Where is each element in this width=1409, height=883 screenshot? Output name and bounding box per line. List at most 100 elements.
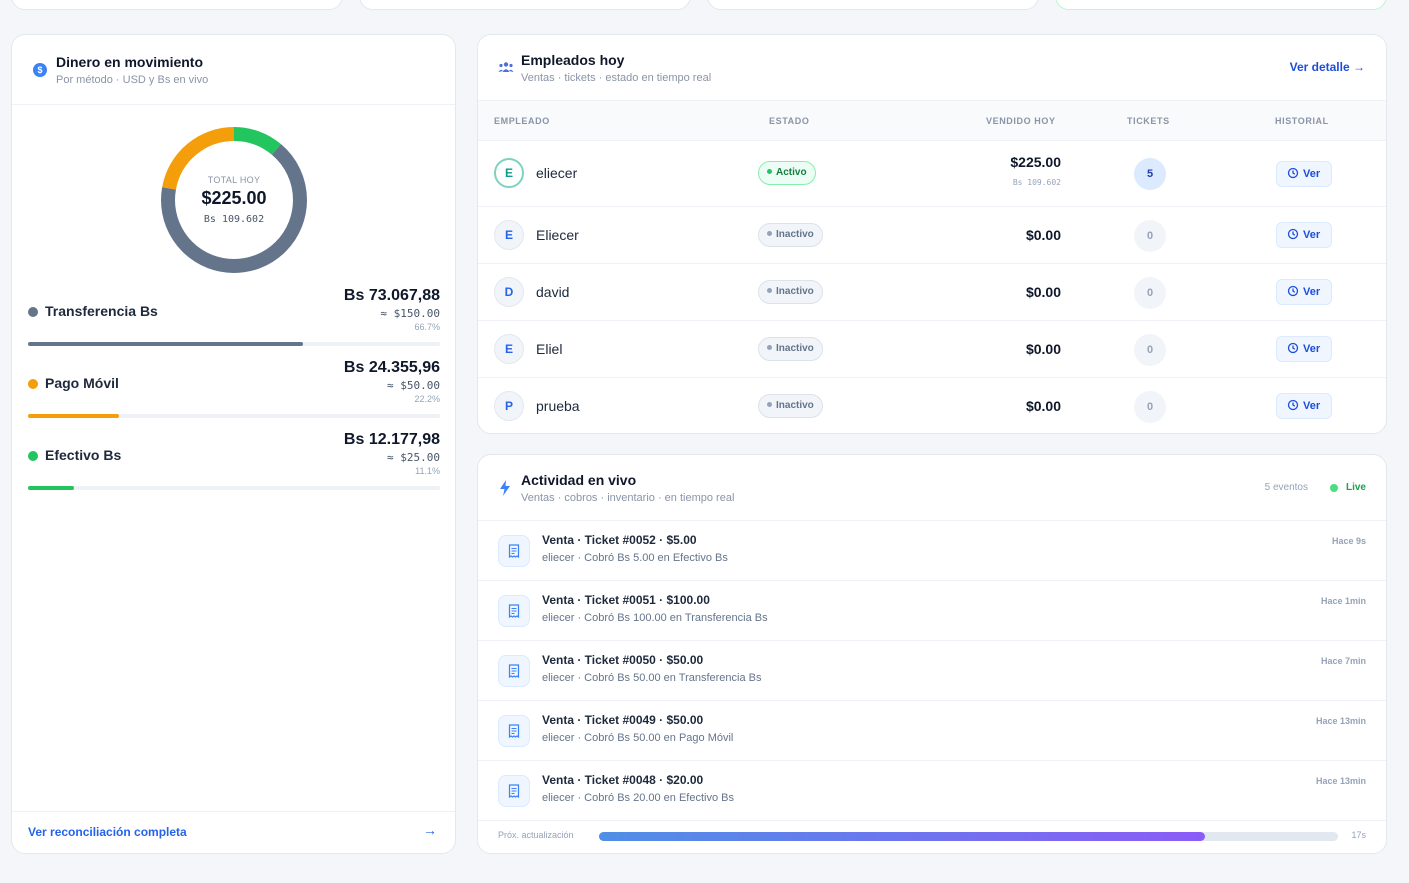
- method-name: Pago Móvil: [45, 375, 119, 391]
- list-item[interactable]: Venta · Ticket #0049 · $50.00 eliecer · …: [478, 701, 1386, 761]
- history-button[interactable]: Ver: [1276, 161, 1332, 187]
- history-label[interactable]: Ver: [1303, 343, 1321, 355]
- employee-name: david: [536, 284, 570, 300]
- method-name: Transferencia Bs: [45, 303, 158, 319]
- view-detail-link[interactable]: Ver detalle →: [1290, 60, 1365, 74]
- tickets-count: 0: [1134, 220, 1166, 252]
- history-button[interactable]: Ver: [1276, 279, 1332, 305]
- history-label[interactable]: Ver: [1303, 229, 1321, 241]
- employee-name: prueba: [536, 398, 580, 414]
- history-icon: [1287, 342, 1299, 354]
- method-pago-movil: Pago Móvil Bs 24.355,96 ≈ $50.00 22.2%: [28, 357, 440, 419]
- events-count: 5 eventos: [1264, 482, 1308, 493]
- sold-usd: $0.00: [1025, 398, 1061, 414]
- table-row: E eliecer Activo $225.00 Bs 109.602 5 Ve…: [478, 141, 1386, 207]
- history-icon: [1287, 285, 1299, 297]
- method-pct: 11.1%: [415, 466, 440, 476]
- next-update-bar: Próx. actualización 17s: [478, 821, 1386, 853]
- top-stat-card-3: [707, 0, 1039, 10]
- activity-card: Actividad en vivo Ventas · cobros · inve…: [477, 454, 1387, 854]
- status-text: Inactivo: [776, 286, 814, 297]
- receipt-icon: [498, 595, 530, 627]
- status-text: Inactivo: [776, 400, 814, 411]
- employees-header: Empleados hoy Ventas · tickets · estado …: [478, 35, 1386, 100]
- live-label: Live: [1345, 482, 1366, 493]
- list-item[interactable]: Venta · Ticket #0048 · $20.00 eliecer · …: [478, 761, 1386, 821]
- history-button[interactable]: Ver: [1276, 222, 1332, 248]
- next-update-seconds: 17s: [1351, 830, 1366, 840]
- avatar: P: [494, 391, 524, 421]
- money-card: $ Dinero en movimiento Por método · USD …: [11, 34, 456, 854]
- list-item[interactable]: Venta · Ticket #0050 · $50.00 eliecer · …: [478, 641, 1386, 701]
- table-row: P prueba Inactivo $0.00 0 Ver: [478, 378, 1386, 433]
- donut-total-bs: Bs 109.602: [203, 214, 265, 225]
- donut-segment-pago-movil: [161, 127, 307, 273]
- status-text: Inactivo: [776, 229, 814, 240]
- activity-title-text: Venta · Ticket #0052 · $5.00: [542, 533, 697, 547]
- status-text: Inactivo: [776, 343, 814, 354]
- status-badge: Inactivo: [758, 280, 823, 304]
- employees-table-header: EMPLEADO ESTADO VENDIDO HOY TICKETS HIST…: [478, 100, 1386, 141]
- top-stat-card-1: [11, 0, 343, 10]
- money-title: Dinero en movimiento: [56, 54, 204, 70]
- donut-total-label: TOTAL HOY: [207, 175, 261, 185]
- history-icon: [1287, 167, 1299, 179]
- history-label[interactable]: Ver: [1303, 400, 1321, 412]
- tickets-count: 0: [1134, 277, 1166, 309]
- avatar: E: [494, 158, 524, 188]
- history-icon: [1287, 228, 1299, 240]
- donut-segment-transferencia: [161, 127, 307, 273]
- col-empleado: EMPLEADO: [494, 116, 550, 126]
- activity-title-text: Venta · Ticket #0050 · $50.00: [542, 653, 704, 667]
- history-button[interactable]: Ver: [1276, 393, 1332, 419]
- list-item[interactable]: Venta · Ticket #0051 · $100.00 eliecer ·…: [478, 581, 1386, 641]
- view-detail-label[interactable]: Ver detalle: [1289, 60, 1350, 74]
- activity-title-text: Venta · Ticket #0051 · $100.00: [542, 593, 710, 607]
- activity-title-text: Venta · Ticket #0048 · $20.00: [542, 773, 704, 787]
- sold-bs: Bs 109.602: [1012, 178, 1061, 187]
- avatar: E: [494, 220, 524, 250]
- activity-desc: eliecer · Cobró Bs 100.00 en Transferenc…: [542, 612, 768, 624]
- method-name: Efectivo Bs: [45, 447, 122, 463]
- history-icon: [1287, 399, 1299, 411]
- top-stat-card-4: [1055, 0, 1387, 10]
- table-row: E Eliel Inactivo $0.00 0 Ver: [478, 321, 1386, 378]
- employee-name: eliecer: [536, 165, 578, 181]
- status-badge: Inactivo: [758, 394, 823, 418]
- tickets-count: 5: [1134, 158, 1166, 190]
- status-badge: Activo: [758, 161, 816, 185]
- method-efectivo: Efectivo Bs Bs 12.177,98 ≈ $25.00 11.1%: [28, 429, 440, 491]
- activity-header: Actividad en vivo Ventas · cobros · inve…: [478, 455, 1386, 521]
- employees-title: Empleados hoy: [521, 52, 625, 68]
- users-icon: [498, 62, 514, 72]
- method-usd: ≈ $150.00: [380, 307, 440, 320]
- tickets-count: 0: [1134, 391, 1166, 423]
- arrow-right-icon[interactable]: →: [1353, 60, 1365, 74]
- table-row: E Eliecer Inactivo $0.00 0 Ver: [478, 207, 1386, 264]
- status-badge: Inactivo: [758, 337, 823, 361]
- activity-time: Hace 9s: [1331, 536, 1366, 546]
- sold-usd: $0.00: [1025, 227, 1061, 243]
- activity-title: Actividad en vivo: [521, 472, 637, 488]
- dollar-icon: $: [33, 63, 47, 77]
- history-button[interactable]: Ver: [1276, 336, 1332, 362]
- activity-desc: eliecer · Cobró Bs 5.00 en Efectivo Bs: [542, 552, 728, 564]
- col-estado: ESTADO: [769, 116, 810, 126]
- activity-time: Hace 7min: [1320, 656, 1366, 666]
- history-label[interactable]: Ver: [1303, 168, 1321, 180]
- tickets-count: 0: [1134, 334, 1166, 366]
- lightning-icon: [500, 480, 510, 496]
- method-transferencia: Transferencia Bs Bs 73.067,88 ≈ $150.00 …: [28, 285, 440, 347]
- money-footer[interactable]: Ver reconciliación completa →: [12, 811, 455, 853]
- sold-usd: $0.00: [1025, 341, 1061, 357]
- method-usd: ≈ $25.00: [387, 451, 440, 464]
- activity-time: Hace 13min: [1315, 776, 1366, 786]
- arrow-right-icon[interactable]: →: [423, 822, 437, 838]
- reconciliation-link[interactable]: Ver reconciliación completa: [28, 825, 187, 839]
- col-tickets: TICKETS: [1127, 116, 1170, 126]
- list-item[interactable]: Venta · Ticket #0052 · $5.00 eliecer · C…: [478, 521, 1386, 581]
- donut-total-usd: $225.00: [201, 188, 267, 208]
- method-bs: Bs 73.067,88: [343, 287, 440, 304]
- sold-usd: $0.00: [1025, 284, 1061, 300]
- history-label[interactable]: Ver: [1303, 286, 1321, 298]
